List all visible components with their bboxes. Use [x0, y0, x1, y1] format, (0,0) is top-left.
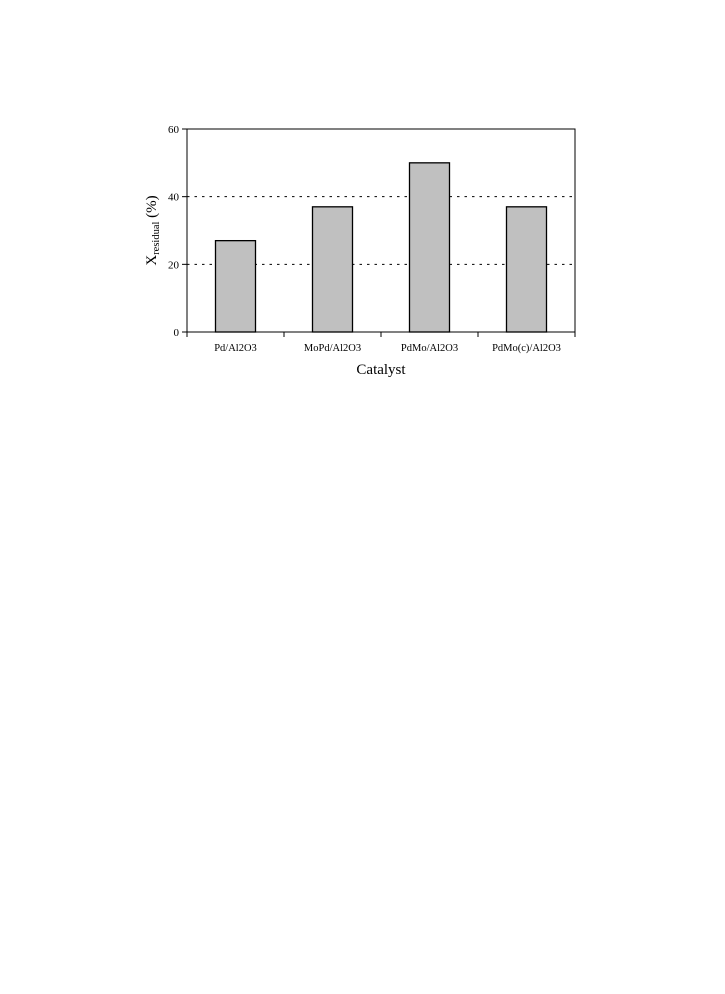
- bar: [505, 206, 548, 333]
- x-tick-label: PdMo/Al2O3: [401, 343, 458, 354]
- y-tick-label: 40: [168, 192, 180, 204]
- x-axis-ticks: Pd/Al2O3 MoPd/Al2O3 PdMo/Al2O3 PdMo(c)/Al2O…: [186, 332, 576, 354]
- bar: [214, 239, 257, 333]
- y-axis-ticks: 0 20 40 60: [168, 124, 187, 339]
- y-tick-label: 20: [168, 259, 180, 271]
- x-tick-label: PdMo(c)/Al2O3: [492, 343, 561, 354]
- y-axis-title-main: X: [144, 255, 160, 266]
- x-tick-label: Pd/Al2O3: [214, 343, 257, 354]
- bar: [408, 162, 451, 333]
- y-axis-title-unit: (%): [144, 195, 160, 221]
- y-tick-label: 0: [174, 327, 180, 339]
- y-axis-title-subscript: residual: [151, 222, 162, 255]
- y-axis-title: Xresidual (%): [144, 195, 162, 265]
- y-tick-label: 60: [168, 124, 180, 136]
- x-tick-label: MoPd/Al2O3: [304, 343, 361, 354]
- bars: [214, 162, 548, 333]
- x-axis-title: Catalyst: [356, 362, 406, 378]
- bar: [311, 206, 354, 333]
